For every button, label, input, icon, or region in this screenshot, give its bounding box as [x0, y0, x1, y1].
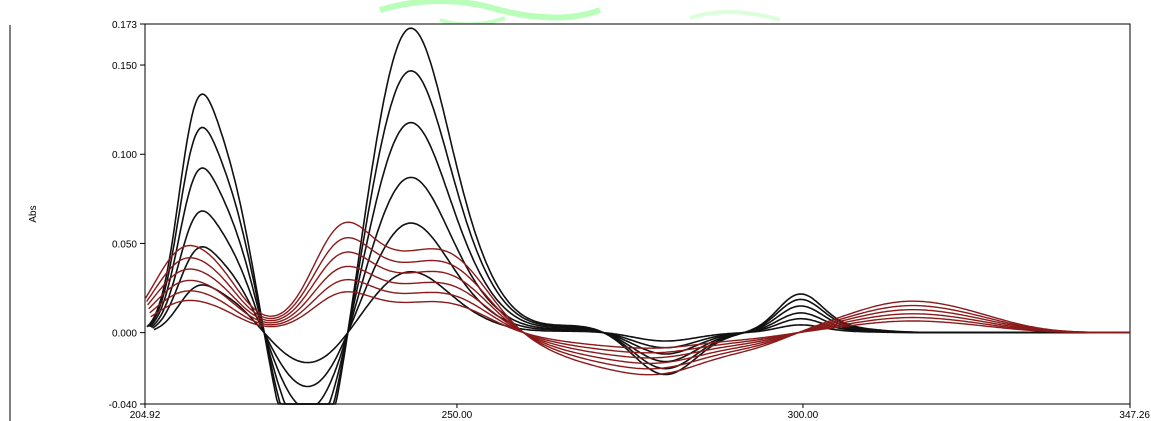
x-axis-ticks: 204.92 250.00 300.00 347.26 — [130, 404, 1150, 421]
y-tick-label: -0.040 — [109, 400, 138, 411]
y-tick-label: 0.100 — [112, 150, 137, 161]
black-series-group — [146, 27, 1130, 405]
y-axis-ticks: 0.173 0.150 0.100 0.050 0.000 -0.040 — [109, 20, 145, 411]
black-series-line — [153, 271, 1130, 364]
red-series-line — [145, 221, 1130, 376]
red-series-line — [147, 251, 1129, 365]
red-series-group — [145, 221, 1130, 376]
y-tick-label: 0.173 — [112, 20, 137, 31]
y-tick-label: 0.150 — [112, 61, 137, 72]
red-series-line — [148, 265, 1130, 359]
x-axis-title: nm — [596, 419, 610, 421]
y-tick-label: 0.050 — [112, 239, 137, 250]
red-series-line — [150, 291, 1130, 349]
x-tick-label: 300.00 — [788, 410, 819, 421]
x-tick-label: 250.00 — [442, 410, 473, 421]
y-tick-label: 0.000 — [112, 329, 137, 340]
x-tick-label: 204.92 — [130, 410, 161, 421]
red-series-line — [149, 278, 1129, 354]
red-series-line — [146, 237, 1130, 370]
plot-area-frame — [144, 23, 1131, 405]
y-axis-title: Abs — [28, 205, 39, 222]
x-tick-label: 347.26 — [1119, 410, 1150, 421]
